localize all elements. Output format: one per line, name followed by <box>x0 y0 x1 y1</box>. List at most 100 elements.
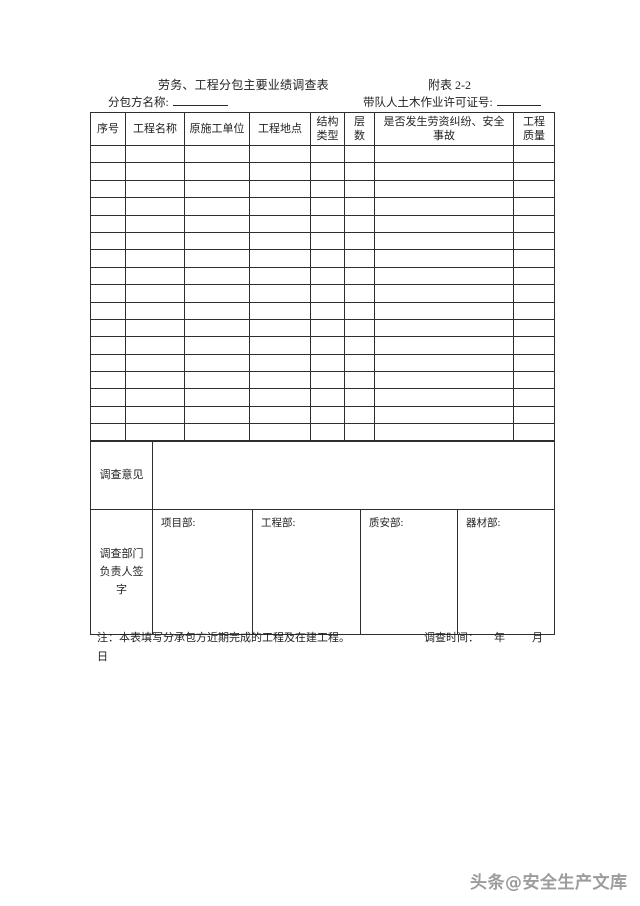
signature-row: 调查部门 负责人签 字 项目部: 工程部: 质安部: 器材部: <box>90 509 555 635</box>
survey-time-label: 调查时间： <box>424 632 479 644</box>
table-cell <box>344 388 375 407</box>
dept-cell-engineering: 工程部: <box>252 509 361 635</box>
table-cell <box>374 162 514 181</box>
subcontractor-field: 分包方名称: <box>108 94 228 110</box>
table-cell <box>184 144 250 164</box>
table-row <box>90 371 555 390</box>
table-cell <box>90 231 126 251</box>
table-cell <box>184 371 250 390</box>
table-cell <box>310 162 345 181</box>
table-cell <box>513 197 555 216</box>
form-title: 劳务、工程分包主要业绩调查表 <box>158 78 329 92</box>
table-cell <box>184 214 250 233</box>
table-cell <box>125 249 185 268</box>
dept-cell-project: 项目部: <box>152 509 253 635</box>
table-cell <box>513 405 555 425</box>
table-cell <box>249 197 311 216</box>
table-row <box>90 179 555 199</box>
table-cell <box>344 318 375 338</box>
table-cell <box>249 144 311 164</box>
table-row <box>90 336 555 355</box>
table-cell <box>310 214 345 233</box>
table-row <box>90 388 555 407</box>
table-cell <box>513 318 555 338</box>
table-cell <box>374 266 514 286</box>
month-label: 月 <box>532 632 543 644</box>
table-cell <box>513 162 555 181</box>
table-cell <box>184 197 250 216</box>
dept-cell-quality-safety: 质安部: <box>360 509 458 635</box>
table-cell <box>513 144 555 164</box>
table-cell <box>374 423 514 442</box>
table-cell <box>310 144 345 164</box>
table-header-row: 序号 工程名称 原施工单位 工程地点 结构 类型 层 数 是否发生劳资纠纷、安全… <box>90 112 555 146</box>
table-cell <box>90 162 126 181</box>
table-cell <box>310 318 345 338</box>
table-cell <box>125 197 185 216</box>
table-cell <box>344 249 375 268</box>
table-cell <box>374 179 514 199</box>
table-cell <box>125 388 185 407</box>
note-text: 注：本表填写分承包方近期完成的工程及在建工程。 <box>97 632 350 644</box>
table-cell <box>125 144 185 164</box>
table-cell <box>90 284 126 303</box>
table-cell <box>184 405 250 425</box>
table-cell <box>249 371 311 390</box>
table-row <box>90 162 555 181</box>
permit-blank <box>496 94 541 106</box>
table-cell <box>310 405 345 425</box>
performance-table: 序号 工程名称 原施工单位 工程地点 结构 类型 层 数 是否发生劳资纠纷、安全… <box>90 112 555 442</box>
table-cell <box>344 405 375 425</box>
table-row <box>90 144 555 164</box>
table-cell <box>374 336 514 355</box>
table-cell <box>90 214 126 233</box>
table-cell <box>374 353 514 373</box>
table-cell <box>513 336 555 355</box>
review-table: 调查意见 调查部门 负责人签 字 项目部: 工程部: 质安部: 器材部: <box>90 440 555 635</box>
table-cell <box>249 179 311 199</box>
table-cell <box>90 405 126 425</box>
column-header-quality: 工程 质量 <box>513 112 555 146</box>
table-cell <box>249 284 311 303</box>
table-cell <box>249 301 311 320</box>
table-cell <box>374 318 514 338</box>
table-cell <box>513 371 555 390</box>
column-header-disputes: 是否发生劳资纠纷、安全 事故 <box>374 112 514 146</box>
table-cell <box>184 179 250 199</box>
table-cell <box>344 197 375 216</box>
table-cell <box>513 249 555 268</box>
table-cell <box>310 423 345 442</box>
column-header-index: 序号 <box>90 112 126 146</box>
table-cell <box>90 388 126 407</box>
table-cell <box>513 266 555 286</box>
table-cell <box>249 388 311 407</box>
table-cell <box>249 266 311 286</box>
subcontractor-label: 分包方名称: <box>108 97 169 109</box>
table-row <box>90 318 555 338</box>
table-cell <box>125 162 185 181</box>
table-cell <box>90 197 126 216</box>
table-cell <box>374 405 514 425</box>
table-cell <box>310 197 345 216</box>
table-cell <box>310 231 345 251</box>
table-row <box>90 423 555 442</box>
table-cell <box>344 214 375 233</box>
table-cell <box>125 301 185 320</box>
table-row <box>90 405 555 425</box>
table-cell <box>125 318 185 338</box>
table-cell <box>249 162 311 181</box>
table-cell <box>184 318 250 338</box>
table-cell <box>249 405 311 425</box>
table-cell <box>90 336 126 355</box>
table-cell <box>344 162 375 181</box>
table-cell <box>184 353 250 373</box>
table-cell <box>249 249 311 268</box>
table-cell <box>513 179 555 199</box>
table-cell <box>184 423 250 442</box>
table-cell <box>184 162 250 181</box>
permit-label: 带队人土木作业许可证号: <box>363 97 493 109</box>
footnote-line1: 注：本表填写分承包方近期完成的工程及在建工程。 调查时间： 年 月 <box>97 629 557 648</box>
table-cell <box>184 301 250 320</box>
table-cell <box>90 144 126 164</box>
